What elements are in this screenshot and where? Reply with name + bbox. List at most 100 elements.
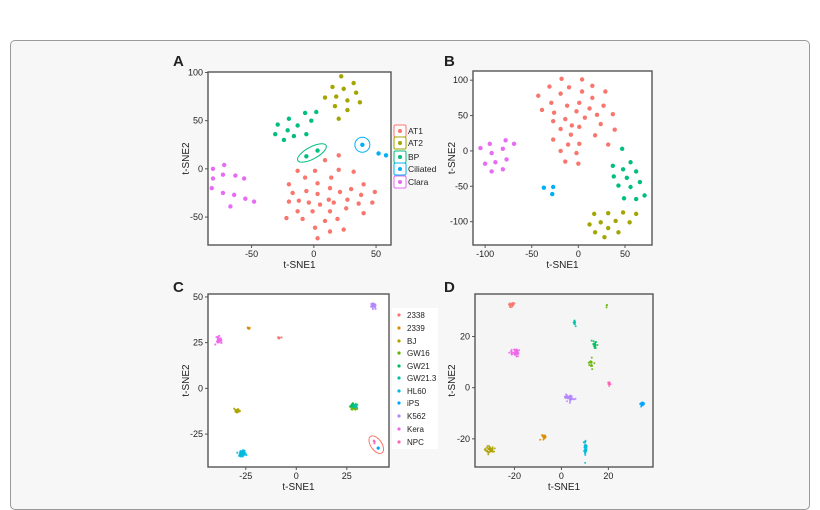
point bbox=[244, 452, 247, 455]
legend-marker bbox=[397, 389, 401, 393]
point bbox=[345, 98, 350, 103]
y-tick-label: 50 bbox=[193, 116, 203, 126]
point bbox=[621, 196, 627, 201]
series-Ciliated bbox=[541, 184, 556, 197]
point bbox=[516, 349, 519, 352]
legend-label: 2338 bbox=[407, 311, 425, 320]
point bbox=[304, 154, 309, 159]
legend-marker bbox=[397, 414, 401, 418]
legend-item: K562 bbox=[397, 412, 426, 421]
point bbox=[236, 410, 239, 413]
point bbox=[605, 210, 611, 216]
point bbox=[336, 153, 341, 158]
point bbox=[280, 336, 283, 339]
point bbox=[487, 141, 492, 147]
point bbox=[243, 196, 248, 201]
point bbox=[370, 200, 375, 205]
point bbox=[573, 398, 576, 401]
point bbox=[592, 343, 595, 346]
legend-marker bbox=[397, 351, 401, 355]
legend: AT1 AT2 BP Ciliated Clara bbox=[393, 124, 437, 189]
point bbox=[220, 172, 226, 177]
point bbox=[215, 336, 218, 339]
series-AT2 bbox=[322, 74, 363, 121]
point bbox=[619, 146, 625, 152]
series-GW21 bbox=[590, 339, 599, 350]
panel-D: D -20 0 20 20 0 -20 t-SNE1 t-SNE2 bbox=[444, 279, 654, 493]
point bbox=[577, 124, 582, 130]
legend-item: AT2 bbox=[393, 136, 423, 150]
point bbox=[541, 433, 544, 436]
point bbox=[233, 173, 238, 178]
legend-item: GW21.3 bbox=[397, 374, 437, 383]
point bbox=[620, 167, 626, 172]
series-HL60 bbox=[582, 439, 588, 464]
point bbox=[335, 216, 340, 222]
point bbox=[315, 236, 320, 241]
point bbox=[592, 340, 595, 343]
highlight-ellipse bbox=[297, 143, 327, 163]
series-HL60 bbox=[236, 449, 248, 458]
point bbox=[566, 85, 572, 90]
point bbox=[513, 302, 516, 305]
point bbox=[594, 112, 600, 118]
point bbox=[584, 453, 587, 456]
point bbox=[482, 161, 488, 166]
point bbox=[493, 160, 498, 165]
y-tick-label: -25 bbox=[190, 429, 203, 439]
point bbox=[309, 118, 314, 123]
point bbox=[628, 184, 633, 190]
point bbox=[376, 151, 381, 156]
y-tick-label: 25 bbox=[193, 338, 203, 348]
series-Clara bbox=[478, 138, 517, 174]
panel-B: B -100 -50 0 50 100 50 0 -50 -100 t-SNE1 t-SNE2 bbox=[444, 53, 653, 271]
point bbox=[587, 222, 592, 227]
point bbox=[322, 95, 328, 100]
point bbox=[627, 220, 632, 225]
point bbox=[613, 218, 618, 224]
legend-item: HL60 bbox=[397, 387, 427, 396]
series-GW16 bbox=[587, 304, 609, 371]
point bbox=[568, 401, 571, 404]
point bbox=[336, 116, 341, 121]
series-BJ bbox=[483, 444, 496, 456]
point bbox=[588, 363, 591, 366]
point bbox=[284, 215, 289, 221]
point bbox=[518, 349, 521, 352]
point bbox=[221, 162, 227, 168]
point bbox=[542, 435, 545, 438]
legend-label: Kera bbox=[407, 425, 424, 434]
point bbox=[210, 166, 216, 172]
point bbox=[563, 159, 568, 164]
plot-area bbox=[472, 70, 653, 246]
point bbox=[361, 210, 366, 216]
point bbox=[302, 110, 308, 116]
point bbox=[590, 363, 593, 366]
y-tick-label: 0 bbox=[198, 383, 203, 393]
point bbox=[331, 200, 336, 205]
point bbox=[594, 343, 597, 346]
legend-marker bbox=[398, 141, 402, 145]
point bbox=[295, 123, 300, 128]
point bbox=[291, 133, 297, 139]
legend-item: BJ bbox=[397, 337, 416, 346]
legend-label: BJ bbox=[407, 337, 416, 346]
point bbox=[504, 157, 509, 162]
point bbox=[357, 100, 363, 105]
point bbox=[239, 451, 242, 454]
point bbox=[377, 446, 380, 450]
point bbox=[594, 344, 597, 347]
point bbox=[592, 133, 598, 138]
point bbox=[589, 364, 592, 367]
x-axis-title: t-SNE1 bbox=[548, 482, 581, 493]
point bbox=[312, 225, 318, 230]
point bbox=[602, 235, 607, 240]
y-tick-label: 20 bbox=[460, 331, 470, 341]
point bbox=[341, 86, 346, 92]
point bbox=[354, 405, 357, 408]
x-tick-label: 25 bbox=[342, 471, 352, 481]
point bbox=[547, 84, 552, 89]
point bbox=[542, 437, 545, 440]
legend-item: Kera bbox=[397, 425, 424, 434]
legend-label: Clara bbox=[408, 177, 429, 187]
